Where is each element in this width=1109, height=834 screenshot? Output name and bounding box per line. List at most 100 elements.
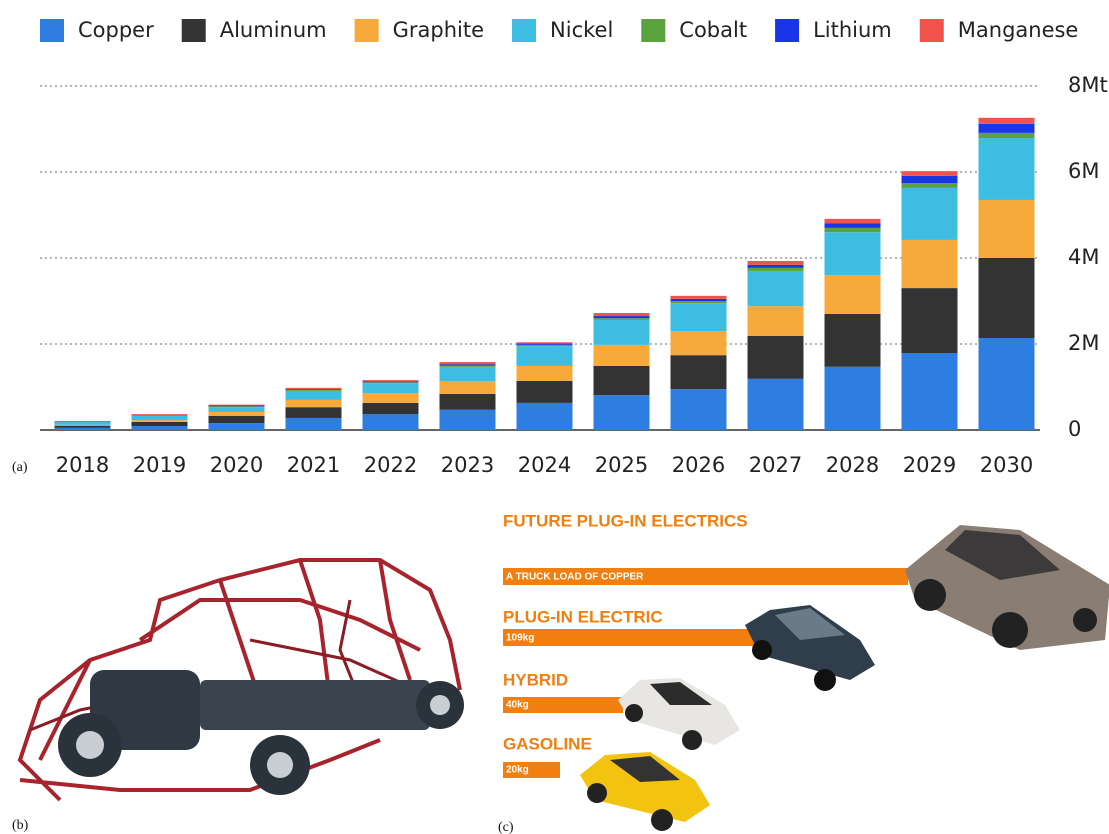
bar-segment [824, 223, 881, 228]
bar-segment [516, 365, 573, 381]
legend-swatch [641, 19, 666, 42]
bar-segment [439, 366, 496, 381]
row-value: 20kg [506, 765, 529, 776]
bar-segment [362, 402, 419, 415]
bar-segment [439, 364, 496, 366]
bar-segment [978, 123, 1035, 133]
y-tick-label: 2M [1068, 331, 1099, 355]
bar-segment [285, 390, 342, 400]
bar-segment [208, 415, 265, 424]
bar-segment [208, 405, 265, 407]
bar-segment [54, 422, 111, 425]
bar-segment [901, 353, 958, 430]
gasoline-car [580, 752, 710, 831]
legend-label: Aluminum [220, 18, 327, 42]
x-tick-label: 2021 [287, 453, 340, 477]
y-tick-label: 6M [1068, 159, 1099, 183]
bar-segment [131, 421, 188, 427]
bar-segment [901, 183, 958, 188]
bar-segment [670, 295, 727, 299]
bar-segment [131, 420, 188, 422]
bar-segment [439, 380, 496, 394]
bar-segment [593, 395, 650, 430]
bar-segment [593, 344, 650, 366]
bar-segment [208, 411, 265, 416]
bar-segment [362, 414, 419, 430]
bar-segment [208, 404, 265, 406]
panel-label: (a) [12, 460, 28, 475]
row-label: HYBRID [503, 670, 568, 689]
bar-segment [670, 298, 727, 301]
bar-segment [516, 342, 573, 344]
bar-segment [131, 414, 188, 415]
bar-segment [593, 318, 650, 320]
x-tick-label: 2024 [518, 453, 571, 477]
bar-segment [747, 264, 804, 268]
legend-swatch [512, 19, 537, 42]
bar-segment [593, 365, 650, 396]
bar-segment [824, 227, 881, 233]
legend-label: Lithium [813, 18, 892, 42]
bar-segment [593, 319, 650, 345]
bar-segment [747, 378, 804, 430]
legend-label: Manganese [958, 18, 1079, 42]
bar-segment [747, 335, 804, 379]
bar-segment [824, 275, 881, 314]
legend-label: Copper [78, 18, 154, 42]
infographic: FUTURE PLUG-IN ELECTRICS A TRUCK LOAD OF… [503, 511, 1109, 831]
bar-segment [516, 402, 573, 430]
legend-swatch [919, 19, 944, 42]
x-tick-label: 2028 [826, 453, 879, 477]
x-tick-label: 2020 [210, 453, 263, 477]
bar-segment [901, 187, 958, 240]
bar-segment [362, 383, 419, 394]
bar-segment [978, 258, 1035, 338]
x-tick-label: 2029 [903, 453, 956, 477]
row-label: PLUG-IN ELECTRIC [503, 607, 663, 626]
bar-segment [670, 389, 727, 430]
panel-label: (c) [498, 820, 514, 834]
legend-label: Graphite [393, 18, 484, 42]
plug-in-car [745, 605, 875, 691]
y-tick-label: 8Mt [1068, 73, 1108, 97]
bar-segment [131, 415, 188, 421]
bar-segment [54, 425, 111, 428]
legend-swatch [181, 19, 206, 42]
bar-segment [824, 366, 881, 430]
x-tick-label: 2030 [980, 453, 1033, 477]
bar-segment [362, 380, 419, 382]
bar-segment [670, 355, 727, 390]
legend-label: Cobalt [679, 18, 747, 42]
bar-segment [978, 117, 1035, 124]
legend-label: Nickel [550, 18, 613, 42]
bar-segment [208, 407, 265, 412]
legend-swatch [354, 19, 379, 42]
bar-segment [824, 313, 881, 367]
bar-segment [131, 426, 188, 430]
x-tick-label: 2018 [56, 453, 109, 477]
row-label: GASOLINE [503, 734, 592, 753]
x-tick-label: 2027 [749, 453, 802, 477]
copper-bar [503, 629, 758, 646]
bar-segment [516, 380, 573, 403]
bar-segment [747, 306, 804, 336]
bar-segment [516, 343, 573, 345]
bar-segment [978, 138, 1035, 200]
bar-segment [747, 270, 804, 307]
bar-segment [439, 365, 496, 367]
x-tick-label: 2019 [133, 453, 186, 477]
bar-segment [901, 175, 958, 184]
bar-segment [362, 393, 419, 403]
x-tick-label: 2022 [364, 453, 417, 477]
x-tick-label: 2023 [441, 453, 494, 477]
bar-segment [285, 399, 342, 408]
x-tick-label: 2026 [672, 453, 725, 477]
bar-segment [978, 199, 1035, 258]
bar-segment [362, 381, 419, 383]
copper-bar [503, 697, 623, 713]
bar-segment [824, 232, 881, 276]
x-tick-label: 2025 [595, 453, 648, 477]
y-tick-label: 4M [1068, 245, 1099, 269]
bar-segment [978, 132, 1035, 139]
bar-segment [516, 344, 573, 347]
